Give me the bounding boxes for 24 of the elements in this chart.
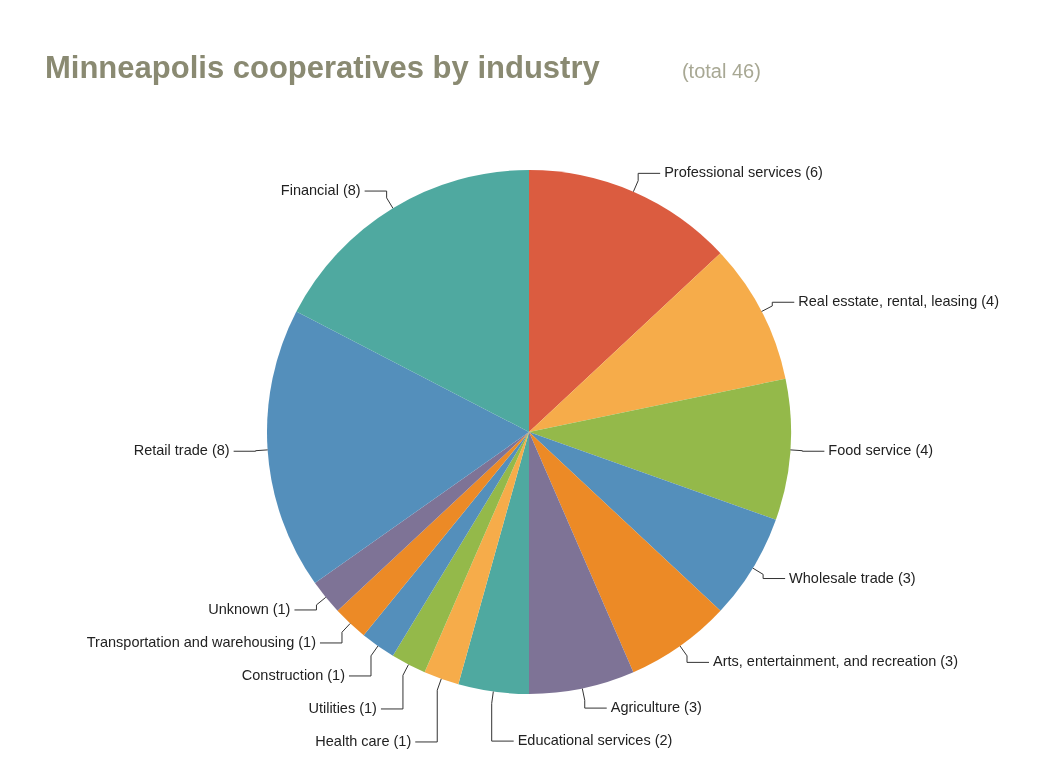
pie-slice [424,432,529,685]
slice-label: Utilities (1) [308,699,377,716]
chart-subtitle: (total 46) [681,60,761,82]
slice-label: Agriculture (3) [610,699,702,716]
slice-label: Retail trade (8) [133,442,230,459]
chart-title: Minneapolis cooperatives by industry [45,50,601,85]
slice-label: Educational services (2) [517,732,673,749]
slice-label: Transportation and warehousing (1) [86,633,316,650]
pie-slice [314,432,529,611]
pie-slice [529,378,791,520]
slice-label: Real esstate, rental, leasing (4) [798,293,999,310]
slice-label: Financial (8) [280,182,361,199]
slice-label: Construction (1) [241,666,345,683]
pie-slice [529,432,634,694]
slice-label: Wholesale trade (3) [789,569,916,586]
pie-slice [458,432,529,694]
slice-label: Unknown (1) [208,600,291,617]
pie-slice [529,253,786,432]
pie-slice [529,432,776,611]
slice-label: Arts, entertainment, and recreation (3) [713,653,959,670]
slice-label: Food service (4) [828,442,934,459]
pie-slice [392,432,529,673]
slice-label: Professional services (6) [664,164,823,181]
slice-label: Health care (1) [315,732,412,749]
